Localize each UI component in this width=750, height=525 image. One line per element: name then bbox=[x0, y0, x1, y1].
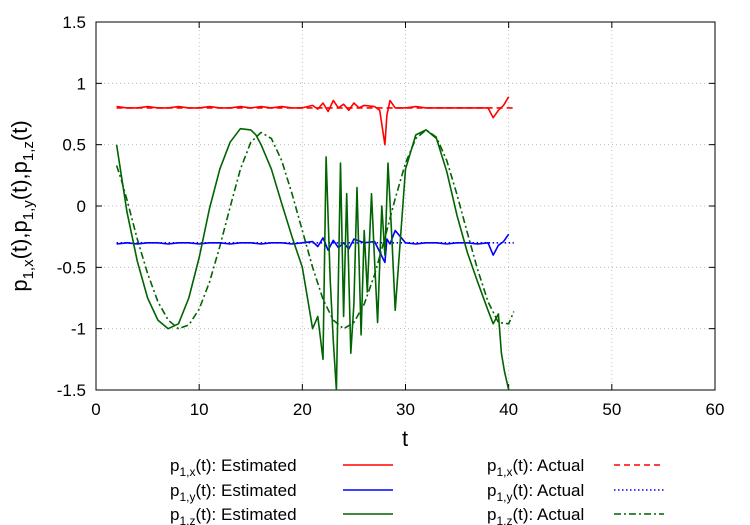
legend-label: p1,y(t): Actual bbox=[487, 481, 584, 504]
legend-label: p1,y(t): Estimated bbox=[170, 481, 297, 504]
grid-lines bbox=[96, 22, 715, 390]
y-tick-label: 1.5 bbox=[62, 13, 86, 32]
series-lines bbox=[115, 96, 515, 390]
y-tick-label: -1 bbox=[71, 320, 86, 339]
legend-entry-4: p1,x(t): Actual bbox=[487, 456, 664, 479]
x-tick-label: 20 bbox=[293, 400, 312, 419]
y-tick-label: 0.5 bbox=[62, 136, 86, 155]
series-line-3 bbox=[115, 127, 510, 390]
legend-entry-1: p1,x(t): Estimated bbox=[170, 456, 393, 479]
x-tick-labels: 0 10 20 30 40 50 60 bbox=[91, 400, 724, 419]
y-axis-label: p1,x(t),p1,y(t),p1,z(t) bbox=[7, 120, 37, 291]
x-tick-label: 50 bbox=[602, 400, 621, 419]
legend-label: p1,x(t): Actual bbox=[487, 456, 584, 479]
y-tick-label: 0 bbox=[77, 197, 86, 216]
legend-entry-5: p1,y(t): Actual bbox=[487, 481, 664, 504]
x-tick-label: 40 bbox=[499, 400, 518, 419]
x-axis-label: t bbox=[402, 426, 408, 451]
legend-label: p1,z(t): Actual bbox=[487, 505, 584, 525]
x-tick-label: 30 bbox=[396, 400, 415, 419]
series-line-6 bbox=[115, 129, 515, 330]
x-tick-label: 10 bbox=[190, 400, 209, 419]
legend-label: p1,x(t): Estimated bbox=[170, 456, 297, 479]
legend-entry-6: p1,z(t): Actual bbox=[487, 505, 664, 525]
series-line-2 bbox=[116, 229, 510, 264]
y-tick-label: -0.5 bbox=[57, 258, 86, 277]
x-tick-label: 60 bbox=[706, 400, 725, 419]
series-line-1 bbox=[116, 96, 510, 146]
x-tick-label: 0 bbox=[91, 400, 100, 419]
legend-entry-2: p1,y(t): Estimated bbox=[170, 481, 393, 504]
y-tick-labels: -1.5 -1 -0.5 0 0.5 1 1.5 bbox=[57, 13, 86, 400]
legend-entry-3: p1,z(t): Estimated bbox=[170, 505, 393, 525]
legend-label: p1,z(t): Estimated bbox=[170, 505, 297, 525]
y-tick-label: -1.5 bbox=[57, 381, 86, 400]
y-tick-label: 1 bbox=[77, 74, 86, 93]
